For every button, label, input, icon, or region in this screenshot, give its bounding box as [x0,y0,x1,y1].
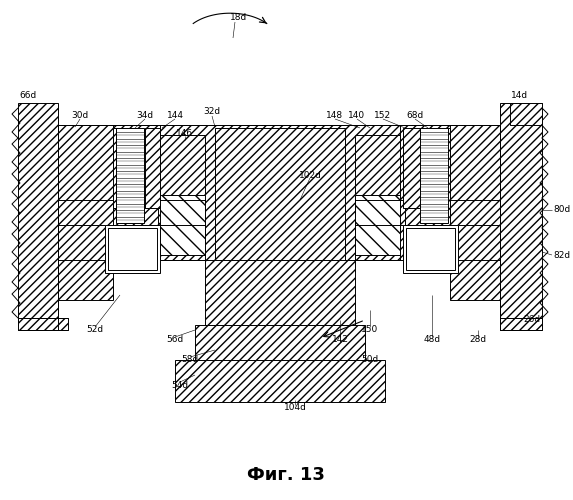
Bar [105,225,160,273]
Text: 82d: 82d [553,250,570,260]
Bar [160,135,205,195]
Text: 14d: 14d [512,92,528,100]
Bar [113,208,158,226]
Text: 50d: 50d [362,356,379,364]
Text: 34d: 34d [136,112,154,120]
Text: 146: 146 [176,128,194,138]
Bar [403,128,420,208]
Bar [58,125,500,260]
Bar [145,128,160,208]
Text: 152: 152 [374,112,391,120]
Bar [195,325,365,360]
Bar [18,318,68,330]
Bar [160,125,400,260]
Text: 28d: 28d [469,336,486,344]
Text: 150: 150 [362,326,379,334]
Bar [405,208,450,226]
Text: 26d: 26d [523,316,540,324]
Text: 32d: 32d [203,108,221,116]
Bar [420,128,448,223]
Text: 144: 144 [167,112,183,120]
Bar [205,260,355,325]
Bar [113,128,143,208]
Text: 30d: 30d [72,112,89,120]
Text: 18d: 18d [230,14,248,22]
Text: 56d: 56d [166,336,183,344]
Bar [160,195,205,255]
Text: 54d: 54d [171,380,189,390]
Bar [355,195,400,255]
Text: Фиг. 13: Фиг. 13 [247,466,325,484]
Bar [108,228,157,270]
Bar [500,103,542,325]
Text: 102d: 102d [299,170,321,179]
Bar [175,360,385,402]
Text: 52d: 52d [87,326,104,334]
Bar [350,125,500,260]
Bar [58,125,113,300]
Text: 66d: 66d [19,92,37,100]
Text: 68d: 68d [406,112,423,120]
Text: 80d: 80d [553,206,570,214]
Bar [500,318,542,330]
Text: 48d: 48d [423,336,441,344]
Bar [215,128,345,260]
Bar [450,125,500,300]
Text: 140: 140 [348,112,366,120]
Bar [18,103,58,325]
Bar [403,225,458,273]
Text: 58d: 58d [182,356,199,364]
Bar [406,228,455,270]
Text: 104d: 104d [284,404,307,412]
Text: 142: 142 [332,336,348,344]
Bar [116,128,144,223]
Bar [420,128,450,208]
Bar [355,135,400,195]
Bar [160,135,205,255]
Text: 148: 148 [327,112,344,120]
Bar [510,103,542,125]
Bar [58,200,500,260]
Bar [58,125,208,260]
Bar [355,135,400,255]
